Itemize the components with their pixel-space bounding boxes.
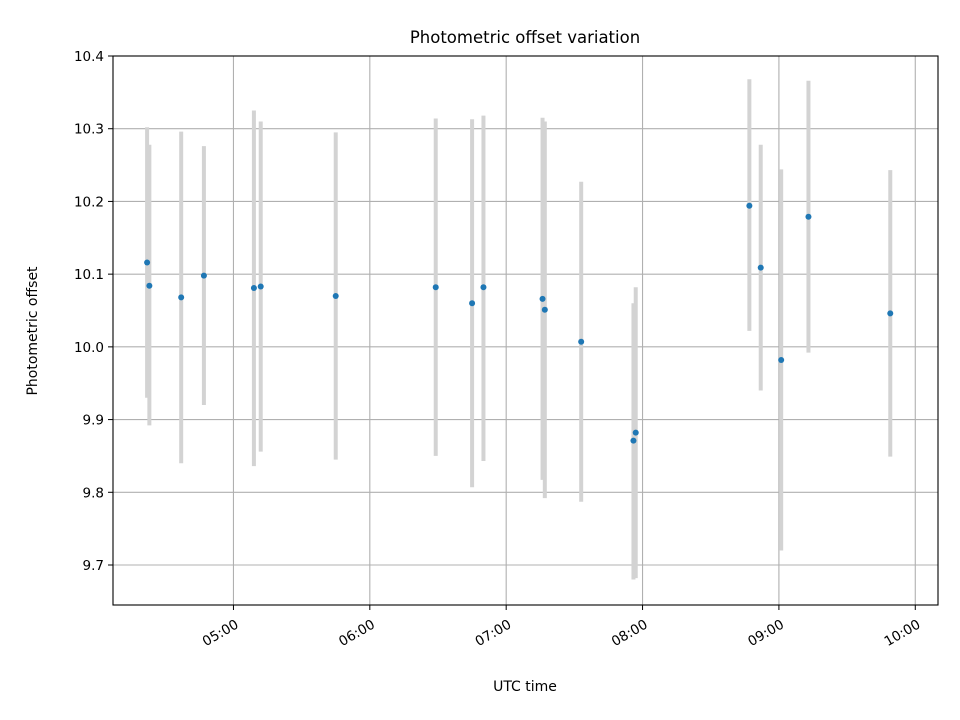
x-axis-label: UTC time — [493, 679, 557, 695]
data-point — [200, 272, 207, 279]
data-point — [805, 213, 812, 220]
data-point — [746, 202, 753, 209]
y-tick-label: 9.9 — [83, 413, 104, 429]
data-points — [144, 202, 894, 444]
y-axis-label: Photometric offset — [25, 266, 41, 396]
data-point — [887, 310, 894, 317]
x-tick-label: 07:00 — [472, 617, 514, 650]
y-tick-label: 10.3 — [74, 122, 104, 138]
data-point — [146, 282, 153, 289]
y-tick-label: 10.0 — [74, 340, 104, 356]
y-tick-label: 9.7 — [83, 558, 104, 574]
x-tick-label: 09:00 — [745, 617, 787, 650]
plot-frame — [112, 55, 939, 606]
x-tick-label: 06:00 — [336, 617, 378, 650]
data-point — [250, 284, 257, 291]
data-point — [757, 264, 764, 271]
data-point — [632, 429, 639, 436]
y-tick-label: 9.8 — [83, 485, 104, 501]
data-point — [257, 283, 264, 290]
data-point — [778, 356, 785, 363]
data-point — [480, 284, 487, 291]
data-point — [432, 284, 439, 291]
data-point — [578, 338, 585, 345]
grid — [113, 55, 938, 605]
axis-ticks: 05:00 06:00 07:00 08:00 09:00 10:00 9.7 9.8 9.9 1… — [74, 49, 923, 650]
data-point — [539, 295, 546, 302]
data-point — [469, 300, 476, 307]
data-point — [630, 437, 637, 444]
y-tick-label: 10.2 — [74, 194, 104, 210]
x-tick-label: 10:00 — [882, 617, 924, 650]
data-point — [178, 294, 185, 301]
data-point — [541, 306, 548, 313]
data-point — [144, 259, 151, 266]
chart-title: Photometric offset variation — [410, 28, 640, 47]
data-point — [332, 292, 339, 299]
x-tick-label: 05:00 — [200, 617, 242, 650]
y-tick-label: 10.1 — [74, 267, 104, 283]
x-tick-label: 08:00 — [609, 617, 651, 650]
y-tick-label: 10.4 — [74, 49, 104, 65]
